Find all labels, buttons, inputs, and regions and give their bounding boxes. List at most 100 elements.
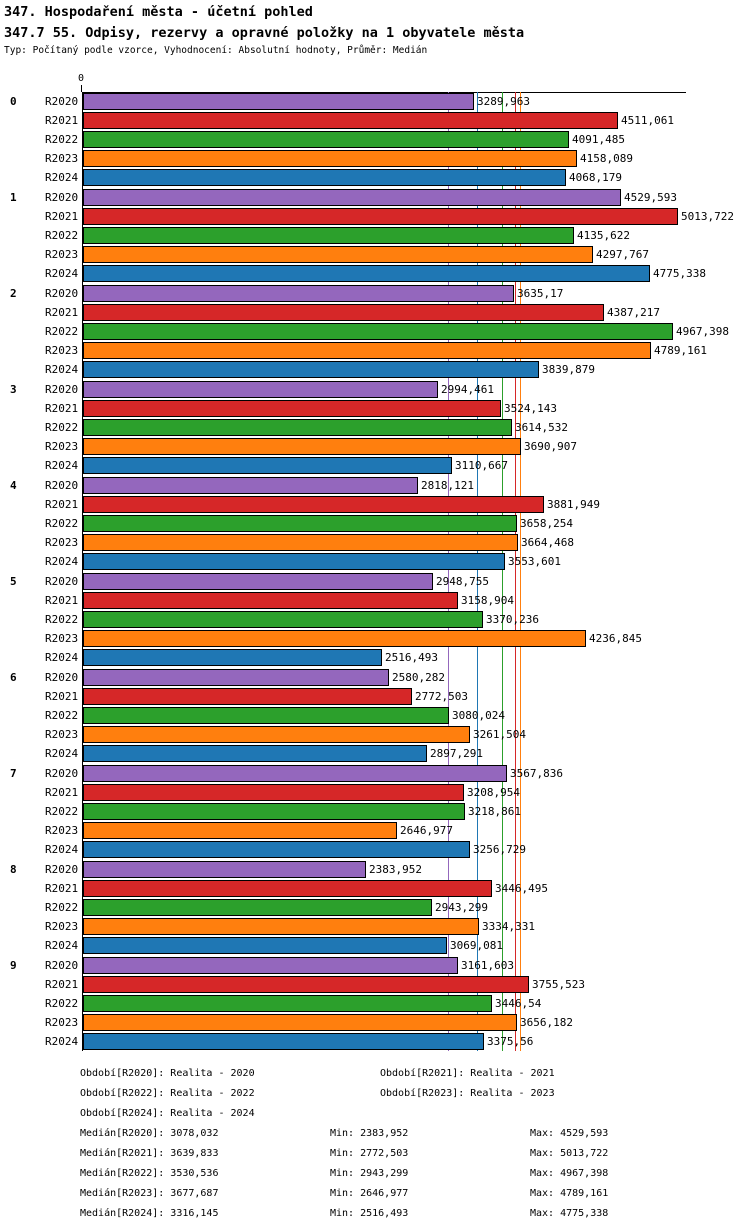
bar-value-label: 3161,603 [461, 959, 514, 972]
bar-value-label: 3218,861 [468, 805, 521, 818]
bar-value-label: 2772,503 [415, 690, 468, 703]
bar-R2020-group-6 [83, 669, 389, 686]
series-label: R2021 [45, 978, 79, 991]
series-label: R2023 [45, 536, 79, 549]
bar-R2021-group-5 [83, 592, 458, 609]
series-label: R2021 [45, 498, 79, 511]
series-label: R2024 [45, 363, 79, 376]
bar-value-label: 3656,182 [520, 1016, 573, 1029]
bar-value-label: 3158,904 [461, 594, 514, 607]
group-label: 3 [10, 383, 17, 396]
axis-tick [81, 85, 82, 92]
median-line-R2022 [502, 92, 503, 1051]
bar-value-label: 3690,907 [524, 440, 577, 453]
bar-R2024-group-7 [83, 841, 470, 858]
bar-value-label: 2383,952 [369, 863, 422, 876]
bar-R2022-group-5 [83, 611, 483, 628]
bar-R2020-group-9 [83, 957, 458, 974]
series-label: R2024 [45, 267, 79, 280]
series-label: R2021 [45, 882, 79, 895]
bar-value-label: 3614,532 [515, 421, 568, 434]
bar-value-label: 3658,254 [520, 517, 573, 530]
series-label: R2023 [45, 632, 79, 645]
bar-R2022-group-3 [83, 419, 512, 436]
series-label: R2020 [45, 575, 79, 588]
min-stat: Min: 2383,952 [330, 1128, 409, 1139]
bar-value-label: 3664,468 [521, 536, 574, 549]
bar-R2024-group-0 [83, 169, 566, 186]
bar-value-label: 3261,504 [473, 728, 526, 741]
min-stat: Min: 2772,503 [330, 1148, 409, 1159]
series-label: R2020 [45, 479, 79, 492]
series-label: R2023 [45, 152, 79, 165]
bar-value-label: 3334,331 [482, 920, 535, 933]
group-label: 7 [10, 767, 17, 780]
series-label: R2024 [45, 939, 79, 952]
bar-R2020-group-8 [83, 861, 366, 878]
bar-value-label: 2994,461 [441, 383, 494, 396]
bar-R2022-group-4 [83, 515, 517, 532]
bar-R2021-group-3 [83, 400, 501, 417]
bar-R2024-group-3 [83, 457, 452, 474]
series-label: R2022 [45, 325, 79, 338]
bar-value-label: 2818,121 [421, 479, 474, 492]
min-stat: Min: 2516,493 [330, 1208, 409, 1219]
bar-value-label: 3446,54 [495, 997, 542, 1010]
bar-value-label: 3553,601 [508, 555, 561, 568]
bar-R2020-group-7 [83, 765, 507, 782]
bar-R2024-group-2 [83, 361, 539, 378]
series-label: R2021 [45, 594, 79, 607]
bar-value-label: 4967,398 [676, 325, 729, 338]
bar-R2022-group-6 [83, 707, 449, 724]
bar-R2020-group-1 [83, 189, 621, 206]
bar-value-label: 4091,485 [572, 133, 625, 146]
bar-value-label: 3635,17 [517, 287, 564, 300]
series-label: R2022 [45, 229, 79, 242]
median-stat: Medián[R2022]: 3530,536 [80, 1168, 219, 1179]
bar-value-label: 3881,949 [547, 498, 600, 511]
bar-R2024-group-4 [83, 553, 505, 570]
bar-chart: 0 0 R2020 3289,963 R2021 4511,061 R2022 4091,4… [10, 73, 734, 1051]
bar-R2021-group-1 [83, 208, 678, 225]
bar-value-label: 3567,836 [510, 767, 563, 780]
series-label: R2022 [45, 517, 79, 530]
legend-item: Období[R2020]: Realita - 2020 [80, 1068, 255, 1079]
bar-R2021-group-2 [83, 304, 604, 321]
series-label: R2020 [45, 959, 79, 972]
bar-R2023-group-6 [83, 726, 470, 743]
bar-value-label: 4775,338 [653, 267, 706, 280]
bar-R2024-group-1 [83, 265, 650, 282]
series-label: R2022 [45, 613, 79, 626]
series-label: R2020 [45, 863, 79, 876]
bar-R2022-group-7 [83, 803, 465, 820]
bar-R2020-group-4 [83, 477, 418, 494]
series-label: R2024 [45, 843, 79, 856]
bar-value-label: 3755,523 [532, 978, 585, 991]
bar-R2020-group-5 [83, 573, 433, 590]
bar-value-label: 4236,845 [589, 632, 642, 645]
group-label: 5 [10, 575, 17, 588]
series-label: R2022 [45, 901, 79, 914]
series-label: R2022 [45, 997, 79, 1010]
bar-R2023-group-2 [83, 342, 651, 359]
max-stat: Max: 5013,722 [530, 1148, 609, 1159]
bar-R2022-group-0 [83, 131, 569, 148]
median-line-R2020 [448, 92, 449, 1051]
bar-R2021-group-9 [83, 976, 529, 993]
bar-R2024-group-6 [83, 745, 427, 762]
group-label: 2 [10, 287, 17, 300]
bar-R2021-group-8 [83, 880, 492, 897]
series-label: R2023 [45, 728, 79, 741]
bar-R2020-group-0 [83, 93, 474, 110]
bar-R2022-group-8 [83, 899, 432, 916]
series-label: R2021 [45, 690, 79, 703]
bar-R2021-group-0 [83, 112, 618, 129]
bar-value-label: 3069,081 [450, 939, 503, 952]
bar-value-label: 5013,722 [681, 210, 734, 223]
bar-value-label: 4511,061 [621, 114, 674, 127]
bar-R2021-group-7 [83, 784, 464, 801]
series-label: R2020 [45, 383, 79, 396]
bar-value-label: 4529,593 [624, 191, 677, 204]
bar-R2023-group-9 [83, 1014, 517, 1031]
